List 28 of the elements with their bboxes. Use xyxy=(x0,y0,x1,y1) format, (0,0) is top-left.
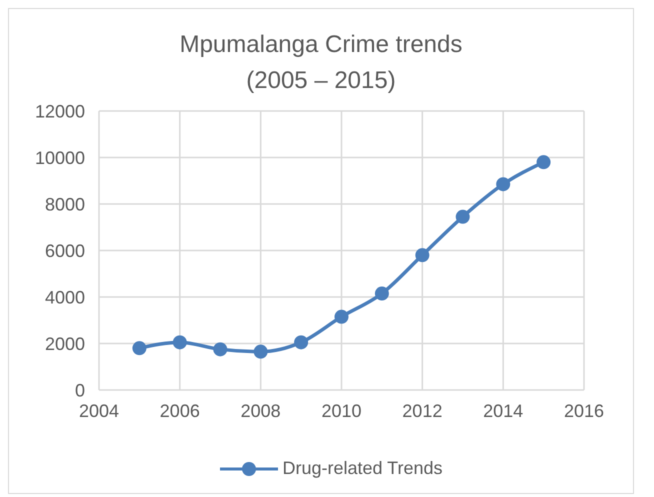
point xyxy=(132,341,146,356)
y-tick-label: 8000 xyxy=(44,194,85,214)
x-tick-label: 2014 xyxy=(483,400,524,421)
point xyxy=(294,335,308,350)
y-tick-label: 0 xyxy=(74,380,85,400)
point xyxy=(374,286,389,301)
legend-label: Drug-related Trends xyxy=(282,458,443,479)
y-tick-label: 2000 xyxy=(44,334,85,354)
y-tick-label: 4000 xyxy=(44,287,85,308)
y-tick-label: 12000 xyxy=(34,101,85,122)
x-tick-label: 2016 xyxy=(564,400,604,421)
y-tick-label: 6000 xyxy=(44,240,85,261)
point xyxy=(213,342,228,356)
x-tick-label: 2008 xyxy=(240,400,281,421)
chart-title: Mpumalanga Crime trends xyxy=(178,30,464,60)
y-tick-label: 10000 xyxy=(34,148,85,168)
x-tick-label: 2010 xyxy=(321,400,362,421)
point xyxy=(415,248,430,262)
x-tick-label: 2012 xyxy=(402,400,442,421)
x-tick-label: 2006 xyxy=(160,400,200,421)
x-tick-label: 2004 xyxy=(78,400,120,421)
point xyxy=(254,344,268,359)
point xyxy=(496,177,510,192)
point xyxy=(172,335,187,350)
chart-subtitle: (2005 – 2015) xyxy=(245,66,397,96)
point xyxy=(456,210,470,224)
point xyxy=(536,155,551,170)
point xyxy=(334,310,348,324)
